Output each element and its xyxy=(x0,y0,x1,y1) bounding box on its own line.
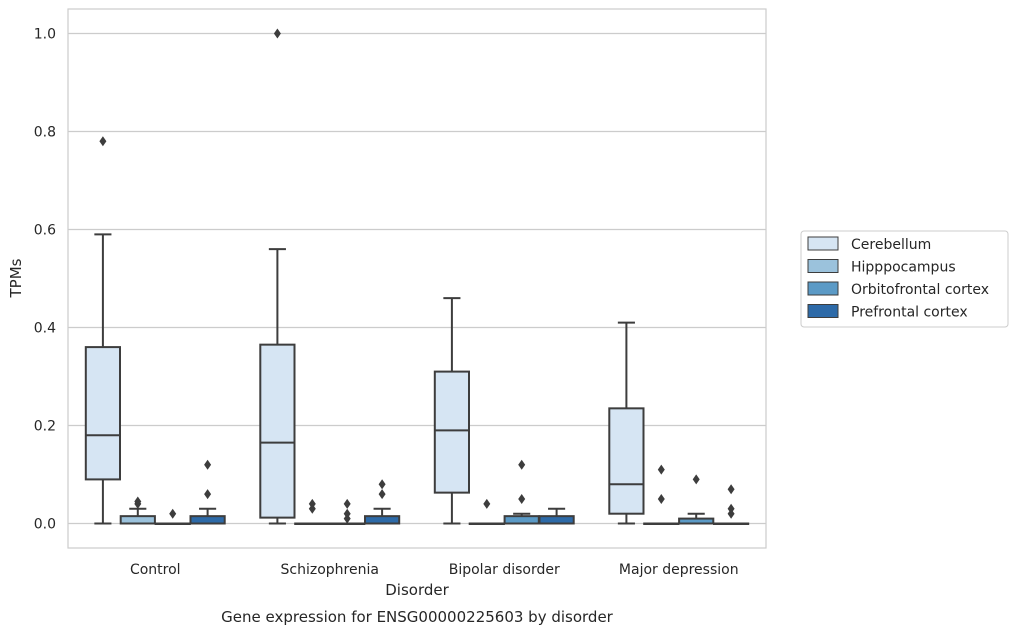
box-body xyxy=(363,515,401,525)
legend-label: Prefrontal cortex xyxy=(851,305,968,321)
y-tick-label: 0.2 xyxy=(34,419,56,435)
outlier-point xyxy=(169,508,177,519)
y-tick-label: 0.6 xyxy=(34,223,56,239)
box xyxy=(363,479,401,525)
legend-swatch xyxy=(807,259,839,273)
legend: Cerebellum Hipppocampus Orbitofrontal cort… xyxy=(800,230,1009,328)
x-tick-label: Major depression xyxy=(619,562,739,578)
x-axis-label: Disorder xyxy=(385,581,449,599)
figure-caption: Gene expression for ENSG00000225603 by d… xyxy=(221,608,614,626)
y-tick-label: 0.8 xyxy=(34,125,56,141)
legend-swatch xyxy=(807,236,839,251)
outlier-point xyxy=(483,498,491,509)
series-prefrontal-cortex xyxy=(189,459,750,525)
box-body xyxy=(538,515,575,525)
outlier-point xyxy=(657,494,665,504)
box-body xyxy=(84,346,122,481)
outlier-point xyxy=(134,496,142,507)
box xyxy=(433,297,471,525)
outlier-point xyxy=(518,459,526,470)
box xyxy=(503,459,540,525)
y-axis-ticks: 0.0 0.2 0.4 0.6 0.8 1.0 xyxy=(34,27,56,533)
outlier-point xyxy=(308,498,316,509)
outlier-point xyxy=(378,489,386,500)
box xyxy=(119,496,156,525)
box-body xyxy=(259,343,296,519)
box-body xyxy=(119,515,156,525)
outlier-point xyxy=(657,464,665,475)
legend-label: Cerebellum xyxy=(851,237,931,253)
plot-frame xyxy=(67,8,767,549)
x-axis-ticks: Control Schizophrenia Bipolar disorder Majo… xyxy=(130,562,739,578)
x-tick-label: Control xyxy=(130,562,181,578)
outlier-point xyxy=(343,498,351,509)
box xyxy=(468,498,505,525)
box xyxy=(259,28,296,525)
outlier-point xyxy=(727,484,735,495)
legend-swatch xyxy=(807,304,839,318)
box xyxy=(329,498,366,525)
box xyxy=(643,464,680,525)
outlier-point xyxy=(518,494,526,504)
box xyxy=(538,507,575,525)
plot-area xyxy=(68,9,766,548)
y-tick-label: 1.0 xyxy=(34,27,56,43)
box xyxy=(712,484,750,525)
y-tick-label: 0.4 xyxy=(34,321,56,337)
y-axis-label: TPMs xyxy=(7,258,25,298)
box-body xyxy=(433,370,471,494)
outlier-point xyxy=(727,503,735,514)
outlier-point xyxy=(273,28,281,39)
legend-label: Hipppocampus xyxy=(851,260,956,276)
box-body xyxy=(189,515,226,525)
legend-label: Orbitofrontal cortex xyxy=(851,282,989,298)
outlier-point xyxy=(378,479,386,490)
series-orbitofrontal-cortex xyxy=(154,459,715,525)
x-tick-label: Bipolar disorder xyxy=(449,562,560,578)
outlier-point xyxy=(343,508,351,519)
y-tick-label: 0.0 xyxy=(34,517,56,533)
box-body xyxy=(608,407,645,515)
series-hipppocampus xyxy=(119,464,680,525)
box xyxy=(294,498,331,525)
box xyxy=(189,459,226,525)
legend-swatch xyxy=(807,281,839,296)
legend-frame xyxy=(800,230,1009,328)
series-cerebellum xyxy=(84,28,645,525)
outlier-point xyxy=(692,474,700,485)
box xyxy=(84,136,122,525)
outlier-point xyxy=(204,489,212,500)
x-tick-label: Schizophrenia xyxy=(281,562,379,578)
box xyxy=(678,474,715,525)
outlier-point xyxy=(204,459,212,470)
outlier-point xyxy=(99,136,107,147)
box xyxy=(608,321,645,525)
box-body xyxy=(503,515,540,525)
box-groups xyxy=(84,28,750,525)
